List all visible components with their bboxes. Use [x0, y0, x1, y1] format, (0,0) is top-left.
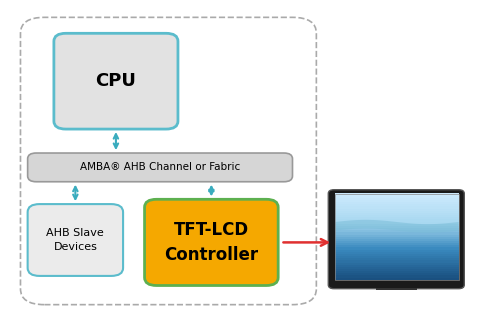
Bar — [335, 277, 458, 280]
Bar — [335, 264, 458, 267]
Bar — [335, 251, 458, 254]
Bar — [335, 247, 458, 250]
Bar — [335, 215, 458, 217]
Bar — [335, 204, 458, 206]
Bar — [335, 202, 458, 204]
FancyBboxPatch shape — [144, 199, 278, 286]
Bar — [335, 194, 458, 280]
Bar — [335, 232, 458, 234]
Bar — [335, 206, 458, 209]
Bar — [335, 219, 458, 222]
Bar — [335, 236, 458, 239]
Bar — [335, 208, 458, 211]
Bar — [335, 234, 458, 237]
Polygon shape — [335, 220, 458, 233]
Bar — [335, 256, 458, 258]
Bar — [335, 245, 458, 247]
Bar — [335, 260, 458, 262]
FancyBboxPatch shape — [28, 204, 123, 276]
Bar — [335, 226, 458, 228]
Bar — [335, 258, 458, 260]
Bar — [335, 243, 458, 245]
Text: TFT-LCD
Controller: TFT-LCD Controller — [164, 221, 258, 264]
Bar — [335, 262, 458, 265]
Bar — [335, 230, 458, 232]
Bar — [376, 288, 417, 290]
Bar — [335, 269, 458, 271]
Bar — [335, 228, 458, 230]
FancyBboxPatch shape — [54, 33, 178, 129]
Bar — [335, 275, 458, 278]
Bar — [335, 221, 458, 224]
Bar — [335, 253, 458, 256]
Bar — [335, 239, 458, 241]
Bar — [335, 194, 458, 280]
Bar — [335, 213, 458, 215]
Bar — [335, 198, 458, 200]
Bar — [335, 211, 458, 213]
Bar — [335, 217, 458, 219]
Bar — [335, 241, 458, 243]
Bar — [335, 267, 458, 269]
FancyBboxPatch shape — [328, 190, 464, 289]
Bar — [335, 195, 458, 198]
Bar — [335, 193, 458, 196]
FancyBboxPatch shape — [28, 153, 292, 182]
Text: AMBA® AHB Channel or Fabric: AMBA® AHB Channel or Fabric — [80, 162, 240, 172]
Bar — [335, 273, 458, 275]
Bar — [335, 271, 458, 273]
Bar — [335, 200, 458, 202]
Text: CPU: CPU — [96, 72, 136, 90]
Text: AHB Slave
Devices: AHB Slave Devices — [47, 228, 104, 252]
Bar — [335, 249, 458, 252]
Bar — [335, 223, 458, 226]
